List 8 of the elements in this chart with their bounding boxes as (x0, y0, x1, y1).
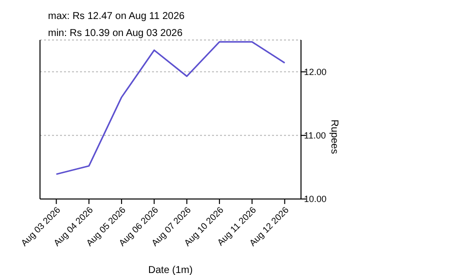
y-tick-label: 12.00 (304, 66, 327, 77)
line-series (56, 41, 286, 175)
text: min: Rs 10.39 on Aug 03 2026 (48, 27, 184, 41)
y-tick-label: 11.00 (304, 130, 326, 141)
x-axis-title: Date (1m) (148, 265, 193, 275)
text: max: Rs 12.47 on Aug 11 2026 (48, 10, 185, 24)
y-tick-label: 10.00 (304, 194, 327, 204)
y-axis-title: Rupees (328, 120, 340, 154)
